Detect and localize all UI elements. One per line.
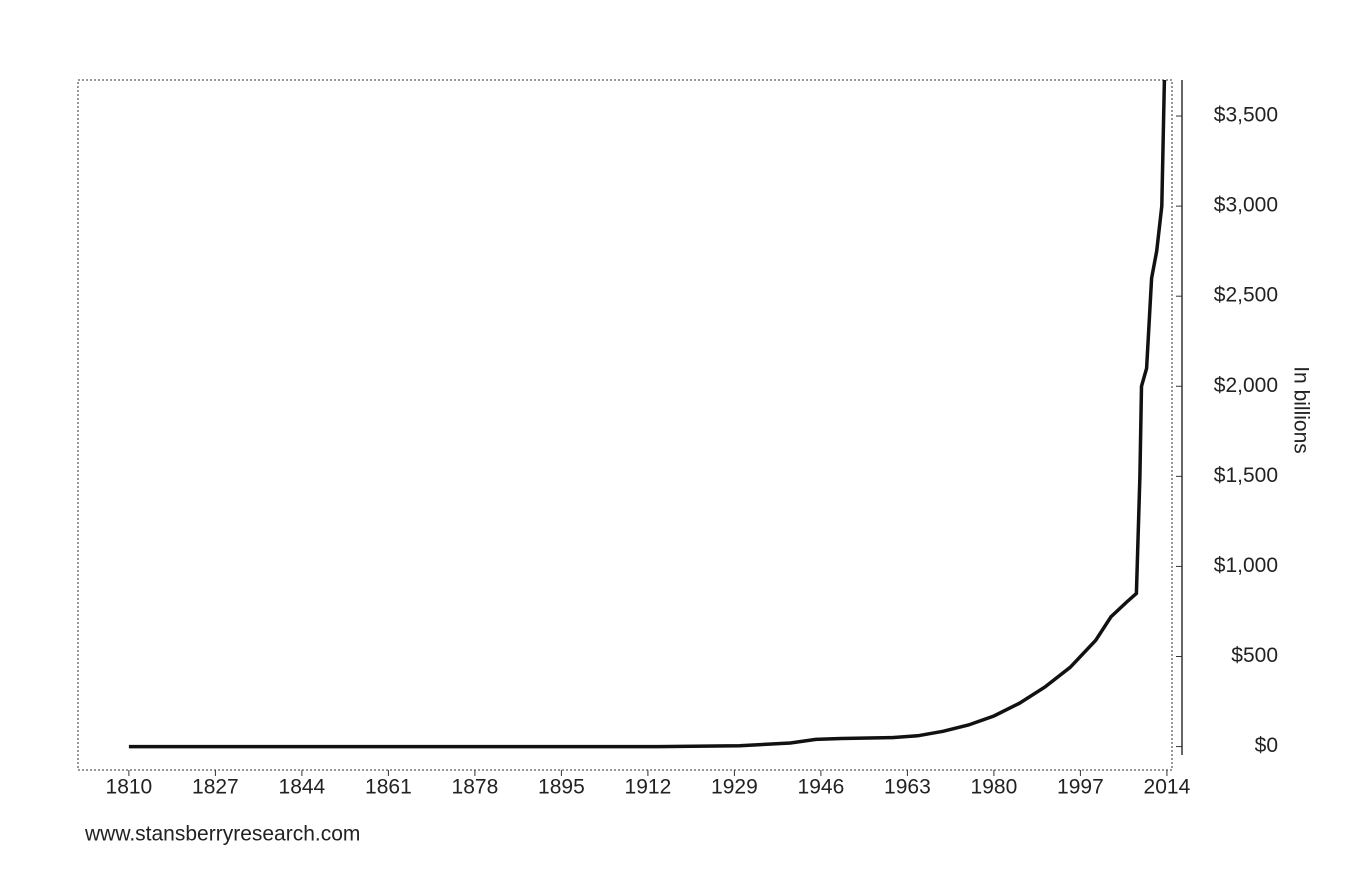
x-tick-label: 1946 (798, 776, 845, 799)
plot-frame (77, 79, 1173, 771)
y-axis-label: In billions (1289, 366, 1312, 454)
y-tick-label: $2,500 (1214, 284, 1278, 307)
x-tick-label: 1810 (106, 776, 153, 799)
x-tick-label: 1980 (971, 776, 1018, 799)
line (128, 79, 1167, 749)
source: www.stansberryresearch.com (84, 823, 360, 846)
x-tick-label: 2014 (1144, 776, 1191, 799)
x-tick-label: 1963 (884, 776, 931, 799)
y-tick-label: $1,500 (1214, 464, 1278, 487)
x-tick-label: 1878 (452, 776, 499, 799)
x-tick-label: 1861 (365, 776, 412, 799)
x-tick-label: 1929 (711, 776, 758, 799)
y-tick-label: $1,000 (1214, 554, 1278, 577)
x-tick-label: 1912 (625, 776, 672, 799)
y-tick-label: $3,000 (1214, 194, 1278, 217)
x-tick-label: 1895 (538, 776, 585, 799)
x-tick-label: 1827 (192, 776, 239, 799)
y-tick-label: $2,000 (1214, 374, 1278, 397)
y-tick-label: $3,500 (1214, 104, 1278, 127)
x-tick-label: 1997 (1057, 776, 1104, 799)
y-tick-label: $500 (1231, 644, 1278, 667)
y-tick-label: $0 (1255, 734, 1278, 757)
x-tick-label: 1844 (279, 776, 326, 799)
